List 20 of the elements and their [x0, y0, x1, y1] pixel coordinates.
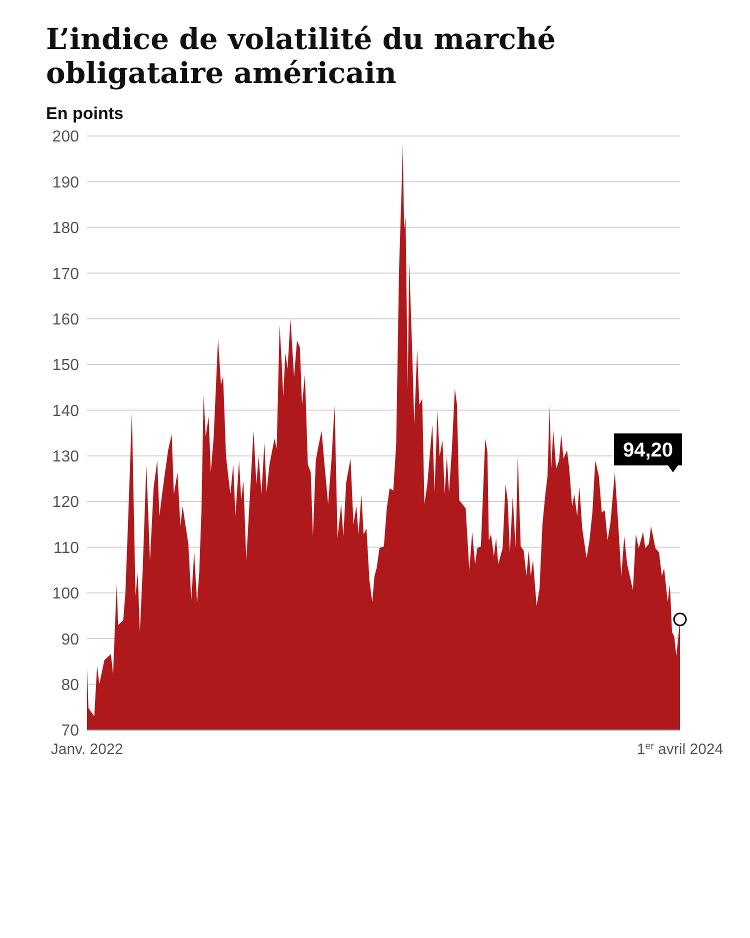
- chart-title: L’indice de volatilité du marché obligataire américain: [46, 22, 557, 90]
- y-tick-label: 130: [52, 448, 80, 466]
- y-tick-label: 160: [52, 311, 80, 328]
- y-tick-label: 100: [52, 586, 80, 603]
- x-tick-label: Janv. 2022: [50, 741, 124, 758]
- y-tick-label: 170: [52, 266, 80, 283]
- y-axis-title: En points: [46, 104, 124, 124]
- y-tick-label: 120: [52, 494, 80, 512]
- y-tick-label: 200: [52, 128, 80, 146]
- y-tick-label: 110: [53, 540, 80, 557]
- y-tick-label: 90: [61, 631, 80, 648]
- annotation: 94,20: [622, 439, 674, 462]
- y-tick-label: 140: [52, 402, 80, 420]
- y-tick-label: 70: [61, 722, 80, 740]
- value-callout: 94,20: [614, 433, 687, 626]
- y-tick-label: 80: [61, 676, 80, 694]
- y-tick-label: 180: [52, 220, 80, 238]
- y-tick-label: 150: [52, 357, 80, 374]
- y-tick-label: 190: [52, 174, 80, 192]
- x-tick-label: 1$^{er}$ avril 2024: [636, 740, 724, 758]
